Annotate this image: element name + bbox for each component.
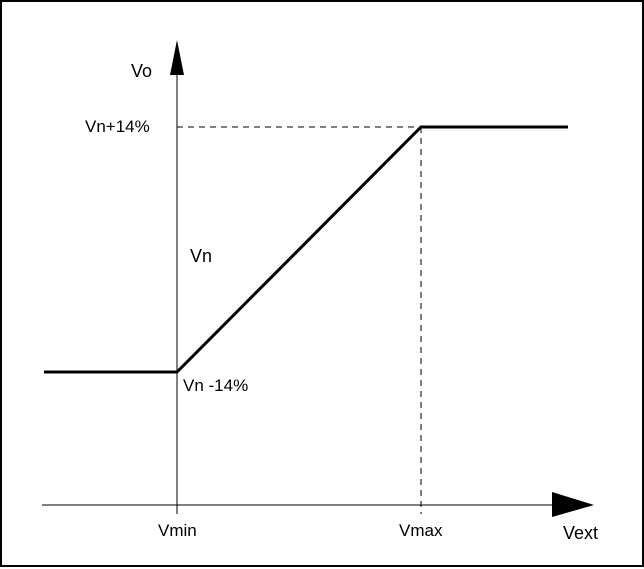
lower-limit-label: Vn -14% (183, 376, 248, 395)
y-axis-arrowhead (170, 40, 184, 75)
vmax-label: Vmax (399, 521, 443, 540)
x-axis-arrowhead (552, 492, 594, 517)
y-axis-label: Vo (131, 61, 152, 81)
x-axis-label: Vext (563, 523, 598, 543)
output-voltage-curve (44, 125, 568, 374)
upper-limit-label: Vn+14% (85, 117, 150, 136)
nominal-label: Vn (190, 246, 212, 266)
vmin-label: Vmin (158, 521, 197, 540)
